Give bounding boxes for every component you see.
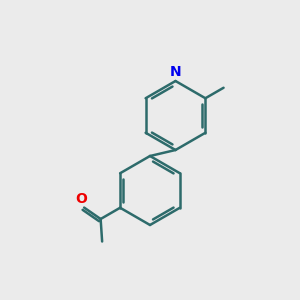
Text: N: N — [170, 65, 181, 80]
Text: O: O — [75, 192, 87, 206]
